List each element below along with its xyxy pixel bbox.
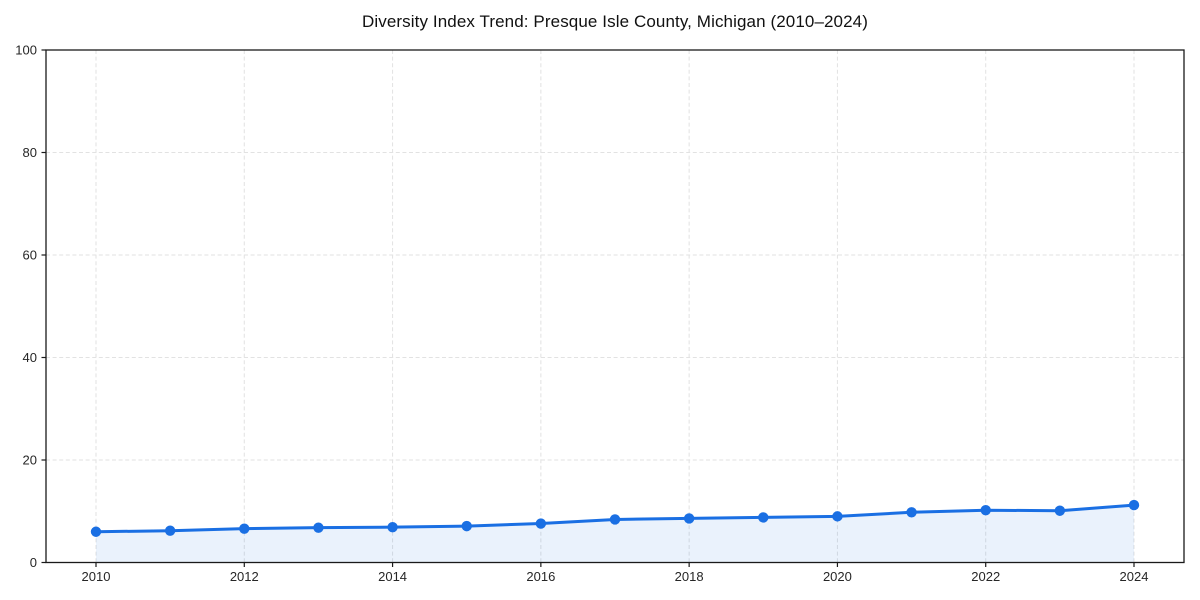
y-tick-label-80: 80 [23, 145, 37, 160]
y-tick-label-100: 100 [15, 43, 37, 58]
data-point-2022 [980, 505, 991, 516]
data-point-2021 [906, 507, 917, 518]
data-point-2015 [461, 520, 472, 532]
data-point-2017 [609, 514, 621, 525]
y-tick-label-60: 60 [23, 248, 37, 263]
x-tick-label-2010: 2010 [82, 569, 111, 584]
y-tick-label-40: 40 [23, 350, 37, 365]
chart-title: Diversity Index Trend: Presque Isle Coun… [362, 12, 868, 31]
data-point-2023 [1054, 505, 1066, 516]
data-point-2024 [1128, 499, 1140, 511]
data-point-2011 [164, 525, 176, 536]
data-point-2016 [535, 518, 547, 529]
x-tick-label-2024: 2024 [1120, 569, 1149, 584]
x-tick-label-2020: 2020 [823, 569, 852, 584]
x-tick-label-2014: 2014 [378, 569, 407, 584]
x-tick-label-2016: 2016 [526, 569, 555, 584]
area-fill [96, 505, 1134, 563]
x-tick-label-2012: 2012 [230, 569, 259, 584]
data-point-2014 [387, 521, 398, 533]
data-point-2010 [90, 526, 102, 537]
data-point-2019 [758, 512, 769, 523]
data-point-2020 [832, 511, 843, 522]
x-tick-label-2022: 2022 [971, 569, 1000, 584]
y-tick-label-0: 0 [30, 555, 37, 570]
x-tick-label-2018: 2018 [675, 569, 704, 584]
data-point-2012 [239, 523, 250, 534]
data-point-2013 [313, 522, 324, 533]
data-point-2018 [683, 513, 695, 524]
plot-frame [45, 49, 1185, 564]
y-tick-label-20: 20 [23, 453, 37, 468]
